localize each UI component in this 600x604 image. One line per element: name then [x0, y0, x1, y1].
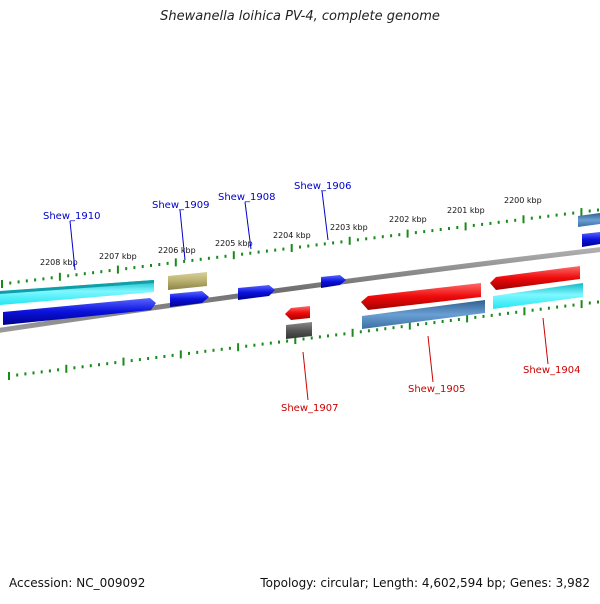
- feature-cds-shew1905[interactable]: [361, 283, 481, 310]
- gene-label-shew1905[interactable]: Shew_1905: [408, 384, 465, 395]
- gene-label-shew1908[interactable]: Shew_1908: [218, 192, 275, 203]
- reverse-scale: [8, 300, 599, 380]
- genome-backbone: [0, 247, 600, 333]
- forward-scale: [1, 208, 599, 288]
- scale-label: 2206 kbp: [158, 246, 196, 255]
- scale-label: 2207 kbp: [99, 252, 137, 261]
- scale-label: 2200 kbp: [504, 196, 542, 205]
- feature-cds-shew1906[interactable]: [321, 275, 346, 288]
- feature-cds-edge[interactable]: [582, 232, 600, 247]
- scale-label: 2204 kbp: [273, 231, 311, 240]
- scale-label: 2202 kbp: [389, 215, 427, 224]
- scale-label: 2205 kbp: [215, 239, 253, 248]
- leader-shew1908: [244, 201, 252, 250]
- gene-label-shew1909[interactable]: Shew_1909: [152, 200, 209, 211]
- leader-shew1910: [69, 220, 76, 271]
- map-title: Shewanella loihica PV-4, complete genome: [160, 9, 440, 24]
- leader-shew1907: [302, 351, 309, 401]
- feature-cyan-top: [0, 280, 154, 294]
- feature-steelblue-edge[interactable]: [578, 213, 600, 227]
- label-leaders: [69, 190, 549, 401]
- reverse-features: [285, 266, 583, 339]
- gene-label-shew1907[interactable]: Shew_1907: [281, 403, 338, 414]
- feature-shew1905-gene[interactable]: [362, 300, 485, 329]
- scale-labels: 2208 kbp 2207 kbp 2206 kbp 2205 kbp 2204…: [40, 196, 542, 267]
- leader-shew1906: [321, 190, 329, 241]
- feature-shew1907-gene[interactable]: [286, 322, 312, 339]
- gene-labels: Shew_1910 Shew_1909 Shew_1908 Shew_1906 …: [43, 181, 580, 414]
- leader-shew1909: [179, 209, 186, 261]
- feature-cds-shew1904[interactable]: [490, 266, 580, 290]
- genome-summary-text: Topology: circular; Length: 4,602,594 bp…: [260, 576, 590, 590]
- scale-label: 2203 kbp: [330, 223, 368, 232]
- scale-label: 2201 kbp: [447, 206, 485, 215]
- scale-label: 2208 kbp: [40, 258, 78, 267]
- gene-label-shew1906[interactable]: Shew_1906: [294, 181, 351, 192]
- feature-cds-shew1908[interactable]: [238, 285, 275, 300]
- forward-features: [0, 213, 600, 325]
- feature-cds-shew1909[interactable]: [170, 291, 209, 307]
- gene-label-shew1904[interactable]: Shew_1904: [523, 365, 580, 376]
- gene-label-shew1910[interactable]: Shew_1910: [43, 211, 100, 222]
- feature-cds-shew1910[interactable]: [3, 298, 156, 325]
- feature-cyan[interactable]: [0, 280, 154, 305]
- feature-cyan-shew1904[interactable]: [493, 283, 583, 309]
- accession-text: Accession: NC_009092: [9, 576, 146, 590]
- leader-shew1904: [542, 317, 549, 365]
- leader-shew1905: [427, 335, 434, 383]
- feature-cds-shew1907[interactable]: [285, 306, 310, 320]
- feature-shew1909-gene[interactable]: [168, 272, 207, 290]
